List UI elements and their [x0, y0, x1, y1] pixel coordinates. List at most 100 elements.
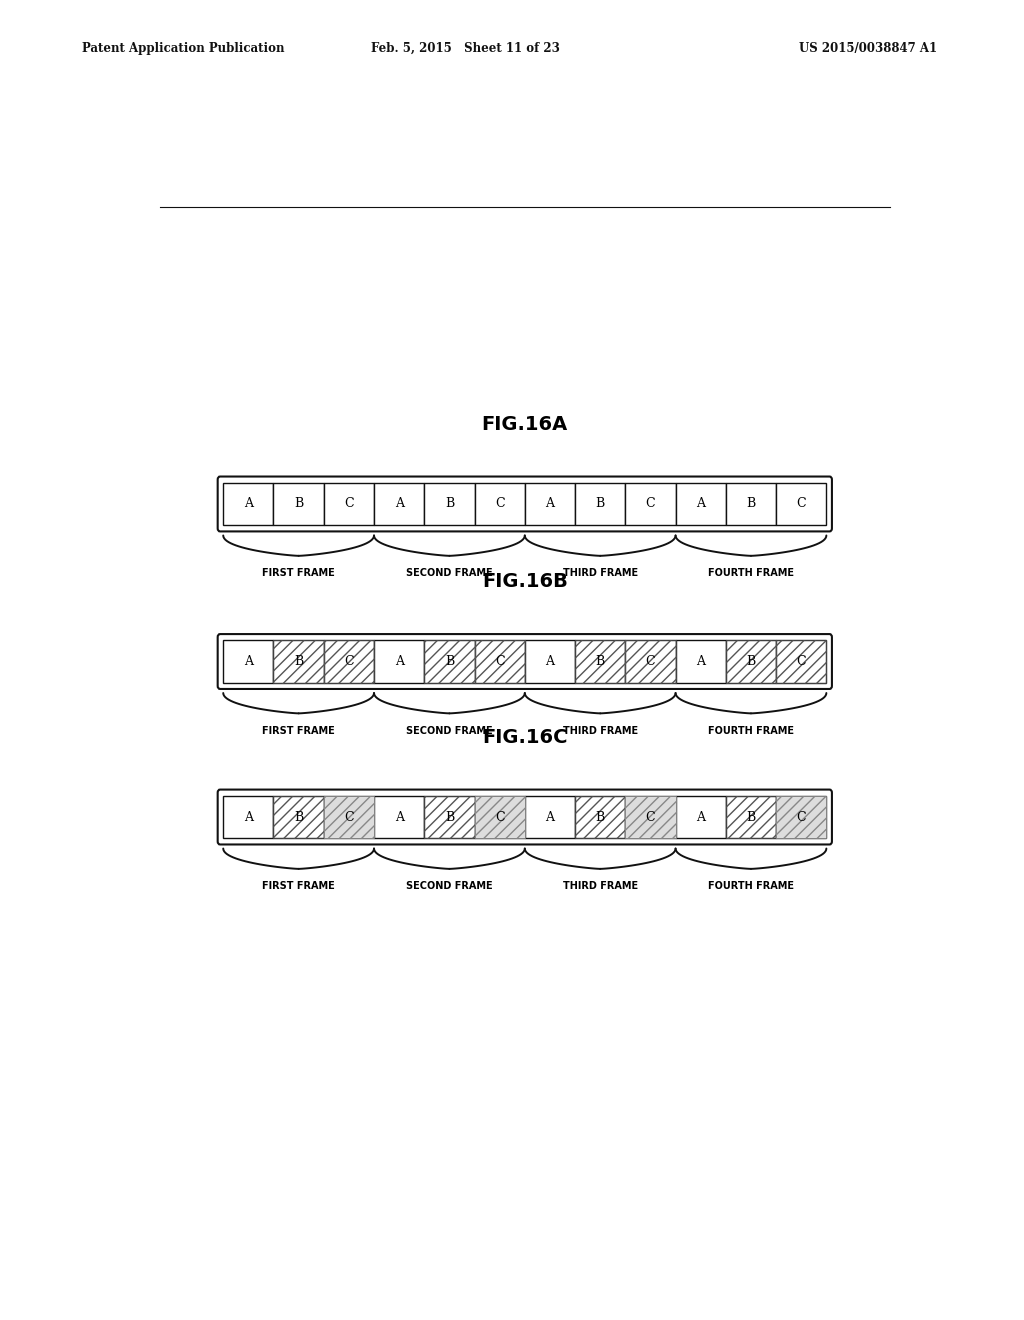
Bar	[474, 640, 524, 682]
Text: FIG.16C: FIG.16C	[482, 727, 567, 747]
Text: B: B	[596, 655, 605, 668]
Bar	[223, 483, 273, 525]
Text: C: C	[344, 810, 353, 824]
Bar	[273, 796, 324, 838]
Bar	[726, 796, 776, 838]
Text: A: A	[244, 655, 253, 668]
Bar	[676, 640, 726, 682]
Text: C: C	[797, 810, 806, 824]
FancyBboxPatch shape	[218, 789, 831, 845]
Text: FIRST FRAME: FIRST FRAME	[262, 880, 335, 891]
Text: C: C	[495, 810, 505, 824]
FancyBboxPatch shape	[218, 634, 831, 689]
Bar	[626, 483, 676, 525]
Bar	[424, 640, 474, 682]
Bar	[676, 483, 726, 525]
Bar	[374, 796, 424, 838]
Bar	[776, 796, 826, 838]
Bar	[776, 796, 826, 838]
Bar	[474, 796, 524, 838]
Text: THIRD FRAME: THIRD FRAME	[562, 568, 638, 578]
Bar	[424, 796, 474, 838]
Bar	[575, 640, 626, 682]
Text: B: B	[596, 498, 605, 511]
Bar	[324, 796, 374, 838]
Text: A: A	[696, 655, 706, 668]
Text: THIRD FRAME: THIRD FRAME	[562, 726, 638, 735]
Text: A: A	[394, 810, 403, 824]
Text: A: A	[546, 655, 554, 668]
Bar	[626, 796, 676, 838]
Text: B: B	[746, 810, 756, 824]
Bar	[726, 640, 776, 682]
Bar	[575, 640, 626, 682]
Bar	[424, 640, 474, 682]
Bar	[626, 640, 676, 682]
Bar	[324, 640, 374, 682]
Text: SECOND FRAME: SECOND FRAME	[407, 880, 493, 891]
Bar	[273, 796, 324, 838]
Text: B: B	[444, 498, 454, 511]
Text: A: A	[244, 498, 253, 511]
Text: B: B	[746, 655, 756, 668]
Text: C: C	[495, 498, 505, 511]
Bar	[575, 796, 626, 838]
Bar	[324, 483, 374, 525]
Bar	[374, 483, 424, 525]
Text: THIRD FRAME: THIRD FRAME	[562, 880, 638, 891]
Bar	[223, 640, 273, 682]
Text: C: C	[646, 498, 655, 511]
Text: B: B	[444, 655, 454, 668]
Text: FIG.16A: FIG.16A	[481, 414, 568, 434]
Bar	[726, 796, 776, 838]
Bar	[776, 640, 826, 682]
Text: FOURTH FRAME: FOURTH FRAME	[708, 726, 794, 735]
Text: Patent Application Publication: Patent Application Publication	[82, 42, 285, 55]
Text: C: C	[344, 655, 353, 668]
Bar	[626, 640, 676, 682]
Text: A: A	[696, 498, 706, 511]
Text: FIRST FRAME: FIRST FRAME	[262, 726, 335, 735]
Text: SECOND FRAME: SECOND FRAME	[407, 726, 493, 735]
Bar	[524, 483, 575, 525]
Text: A: A	[546, 810, 554, 824]
Bar	[273, 483, 324, 525]
Bar	[223, 796, 273, 838]
Text: US 2015/0038847 A1: US 2015/0038847 A1	[799, 42, 937, 55]
Bar	[575, 483, 626, 525]
Bar	[324, 796, 374, 838]
Bar	[626, 796, 676, 838]
Text: A: A	[244, 810, 253, 824]
Bar	[424, 796, 474, 838]
Bar	[474, 640, 524, 682]
Text: C: C	[797, 655, 806, 668]
Text: SECOND FRAME: SECOND FRAME	[407, 568, 493, 578]
Bar	[726, 483, 776, 525]
Text: C: C	[344, 498, 353, 511]
Bar	[273, 640, 324, 682]
Text: B: B	[294, 655, 303, 668]
Bar	[524, 640, 575, 682]
Text: C: C	[646, 655, 655, 668]
Text: C: C	[646, 810, 655, 824]
Text: A: A	[394, 498, 403, 511]
Text: Feb. 5, 2015   Sheet 11 of 23: Feb. 5, 2015 Sheet 11 of 23	[372, 42, 560, 55]
Text: A: A	[394, 655, 403, 668]
Text: C: C	[797, 498, 806, 511]
Text: FIG.16B: FIG.16B	[482, 573, 567, 591]
Text: B: B	[294, 498, 303, 511]
Text: B: B	[294, 810, 303, 824]
Bar	[776, 640, 826, 682]
Bar	[374, 640, 424, 682]
Bar	[324, 640, 374, 682]
Bar	[776, 483, 826, 525]
Bar	[575, 796, 626, 838]
Text: B: B	[746, 498, 756, 511]
Text: FIRST FRAME: FIRST FRAME	[262, 568, 335, 578]
Bar	[726, 640, 776, 682]
Text: FOURTH FRAME: FOURTH FRAME	[708, 568, 794, 578]
Text: B: B	[444, 810, 454, 824]
Bar	[524, 796, 575, 838]
Text: B: B	[596, 810, 605, 824]
FancyBboxPatch shape	[218, 477, 831, 532]
